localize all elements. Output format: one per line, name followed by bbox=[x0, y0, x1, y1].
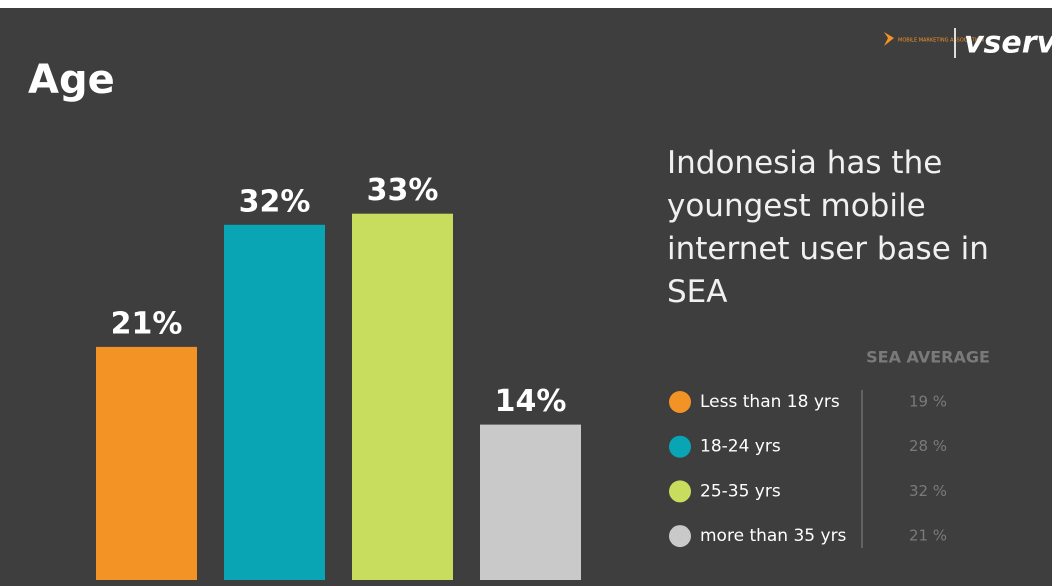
bar bbox=[352, 213, 453, 580]
sea-average-value: 32 % bbox=[909, 482, 947, 500]
sea-average-title: SEA AVERAGE bbox=[866, 348, 990, 367]
sea-average-value: 21 % bbox=[909, 527, 947, 545]
legend-marker bbox=[669, 480, 691, 503]
bar bbox=[224, 224, 325, 581]
value-label: 21% bbox=[111, 306, 183, 341]
sea-average-value: 19 % bbox=[909, 393, 947, 411]
sea-average-value: 28 % bbox=[909, 437, 947, 455]
vserv-logo: vserv bbox=[964, 26, 1058, 61]
legend-marker bbox=[669, 391, 691, 413]
headline: Indonesia has the youngest mobile intern… bbox=[667, 145, 989, 310]
legend-marker bbox=[669, 435, 691, 458]
legend-marker bbox=[669, 525, 691, 548]
legend-label: 18-24 yrs bbox=[700, 437, 781, 457]
bar bbox=[96, 346, 197, 580]
legend-label: Less than 18 yrs bbox=[700, 392, 840, 412]
mma-icon bbox=[884, 32, 894, 46]
legend-label: 25-35 yrs bbox=[700, 481, 781, 501]
chart-title: Age bbox=[28, 57, 115, 103]
legend-label: more than 35 yrs bbox=[700, 526, 847, 546]
bar bbox=[480, 424, 581, 580]
mma-logo: MOBILE MARKETING ASSOCIATION bbox=[898, 38, 984, 44]
value-label: 33% bbox=[367, 173, 439, 208]
value-label: 32% bbox=[239, 184, 311, 219]
value-label: 14% bbox=[495, 384, 567, 419]
